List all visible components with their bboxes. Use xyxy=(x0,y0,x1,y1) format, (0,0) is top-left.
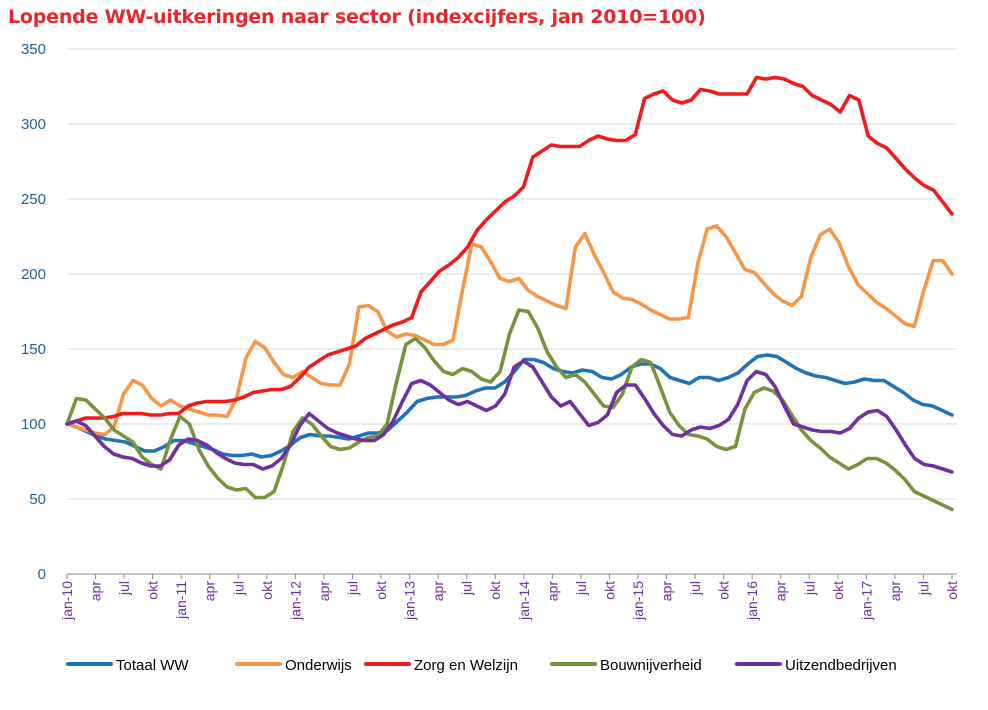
x-tick-label: okt xyxy=(373,581,389,600)
x-tick-label: okt xyxy=(487,581,503,600)
x-tick-label: apr xyxy=(202,581,218,602)
x-tick-label: okt xyxy=(601,581,617,600)
y-tick-label: 250 xyxy=(21,191,46,208)
legend-label: Uitzendbedrijven xyxy=(785,657,897,674)
x-tick-label: apr xyxy=(773,581,789,602)
x-tick-label: okt xyxy=(145,581,161,600)
y-tick-label: 350 xyxy=(21,41,46,58)
x-tick-label: jan-12 xyxy=(287,581,303,621)
x-tick-label: okt xyxy=(716,581,732,600)
x-tick-label: jul xyxy=(801,581,817,596)
legend: Totaal WW Onderwijs Zorg en Welzijn Bouwnij… xyxy=(66,657,897,674)
x-tick-label: jan-10 xyxy=(59,581,75,621)
legend-label: Zorg en Welzijn xyxy=(414,657,518,674)
series-line-bouwnijverheid xyxy=(65,308,954,512)
x-tick-label: okt xyxy=(830,581,846,600)
x-tick-label: jul xyxy=(573,581,589,596)
x-tick-label: jul xyxy=(915,581,931,596)
series-line-uitzendbedrijven xyxy=(65,359,954,474)
series-line-zorg-en-welzijn xyxy=(65,75,954,426)
x-tick-label: jan-11 xyxy=(173,581,189,620)
chart-title: Lopende WW-uitkeringen naar sector (inde… xyxy=(8,6,706,28)
x-tick-label: jul xyxy=(230,581,246,596)
x-tick-label: jan-13 xyxy=(402,581,418,621)
legend-label: Onderwijs xyxy=(285,657,352,674)
series-lines xyxy=(65,75,954,512)
x-tick-label: jan-14 xyxy=(516,581,532,621)
x-tick-label: apr xyxy=(430,581,446,602)
y-tick-label: 200 xyxy=(21,266,46,283)
y-tick-label: 300 xyxy=(21,116,46,133)
y-tick-label: 0 xyxy=(38,566,46,583)
y-tick-label: 150 xyxy=(21,341,46,358)
x-tick-label: jul xyxy=(344,581,360,596)
series-line-onderwijs xyxy=(65,224,954,437)
x-tick-label: okt xyxy=(259,581,275,600)
x-tick-label: apr xyxy=(887,581,903,602)
x-tick-label: jan-15 xyxy=(630,581,646,621)
x-tick-label: okt xyxy=(944,581,960,600)
x-tick-label: jul xyxy=(459,581,475,596)
x-tick-label: apr xyxy=(316,581,332,602)
gridlines xyxy=(67,48,957,575)
x-tick-label: apr xyxy=(659,581,675,602)
y-axis-ticks: 0 50 100 150 200 250 300 350 xyxy=(21,41,46,583)
x-tick-label: jan-17 xyxy=(858,581,874,621)
x-tick-label: jan-16 xyxy=(744,581,760,621)
x-tick-label: jul xyxy=(116,581,132,596)
x-tick-label: apr xyxy=(88,581,104,602)
y-tick-label: 50 xyxy=(29,491,46,508)
x-tick-label: jul xyxy=(687,581,703,596)
legend-label: Totaal WW xyxy=(116,657,189,674)
x-tick-label: apr xyxy=(544,581,560,602)
x-axis-ticks: jan-10 apr jul okt jan-11 apr jul okt jan-12 apr j… xyxy=(59,574,960,621)
y-tick-label: 100 xyxy=(21,416,46,433)
legend-label: Bouwnijverheid xyxy=(600,657,702,674)
